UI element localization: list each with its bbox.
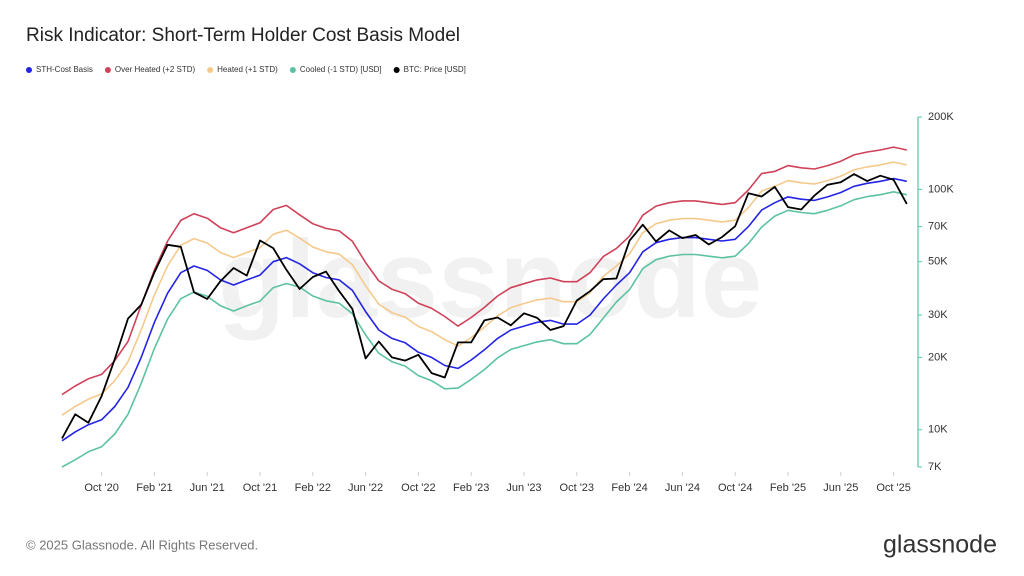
legend-marker (26, 67, 32, 73)
legend-marker (289, 67, 296, 73)
x-tick-label: Jun '24 (665, 482, 700, 494)
legend-label: Heated (+1 STD) (217, 65, 278, 74)
x-tick-label: Oct '25 (876, 482, 911, 494)
x-tick-label: Feb '22 (295, 482, 331, 494)
x-tick-label: Jun '25 (823, 482, 858, 494)
x-tick-label: Jun '21 (190, 482, 225, 494)
x-tick-label: Feb '24 (611, 482, 647, 494)
y-tick-label: 30K (928, 309, 948, 321)
x-tick-label: Feb '21 (136, 482, 172, 494)
footer: © 2025 Glassnode. All Rights Reserved. (26, 537, 258, 552)
y-tick-label: 10K (928, 424, 948, 436)
legend-label: Over Heated (+2 STD) (115, 65, 196, 74)
legend-label: STH-Cost Basis (36, 65, 93, 74)
legend-marker (207, 67, 214, 73)
legend-label: BTC: Price [USD] (404, 65, 466, 74)
legend-marker (104, 67, 111, 73)
y-tick-label: 100K (928, 183, 954, 195)
y-tick-label: 70K (928, 221, 948, 233)
legend-label: Cooled (-1 STD) [USD] (300, 65, 382, 74)
x-tick-label: Oct '22 (401, 482, 436, 494)
x-tick-label: Jun '22 (348, 482, 383, 494)
series-line (61, 191, 907, 468)
x-tick-label: Feb '23 (453, 482, 489, 494)
legend-marker (393, 67, 400, 73)
series-line (61, 161, 907, 416)
series-line (61, 177, 907, 442)
y-tick-label: 50K (928, 256, 948, 268)
y-tick-label: 200K (928, 111, 954, 123)
series-line (61, 173, 908, 439)
chart-title: Risk Indicator: Short-Term Holder Cost B… (26, 25, 460, 46)
y-tick-label: 7K (928, 461, 942, 473)
x-tick-label: Oct '20 (84, 482, 119, 494)
x-tick-label: Jun '23 (506, 482, 541, 494)
legend: STH-Cost Basis Over Heated (+2 STD) Heated… (26, 65, 466, 74)
series-line (61, 146, 907, 396)
y-tick-label: 20K (928, 351, 948, 363)
logo: glassnode (883, 531, 997, 559)
x-tick-label: Oct '24 (718, 482, 753, 494)
x-tick-label: Feb '25 (770, 482, 806, 494)
x-tick-label: Oct '21 (243, 482, 278, 494)
x-tick-label: Oct '23 (560, 482, 595, 494)
